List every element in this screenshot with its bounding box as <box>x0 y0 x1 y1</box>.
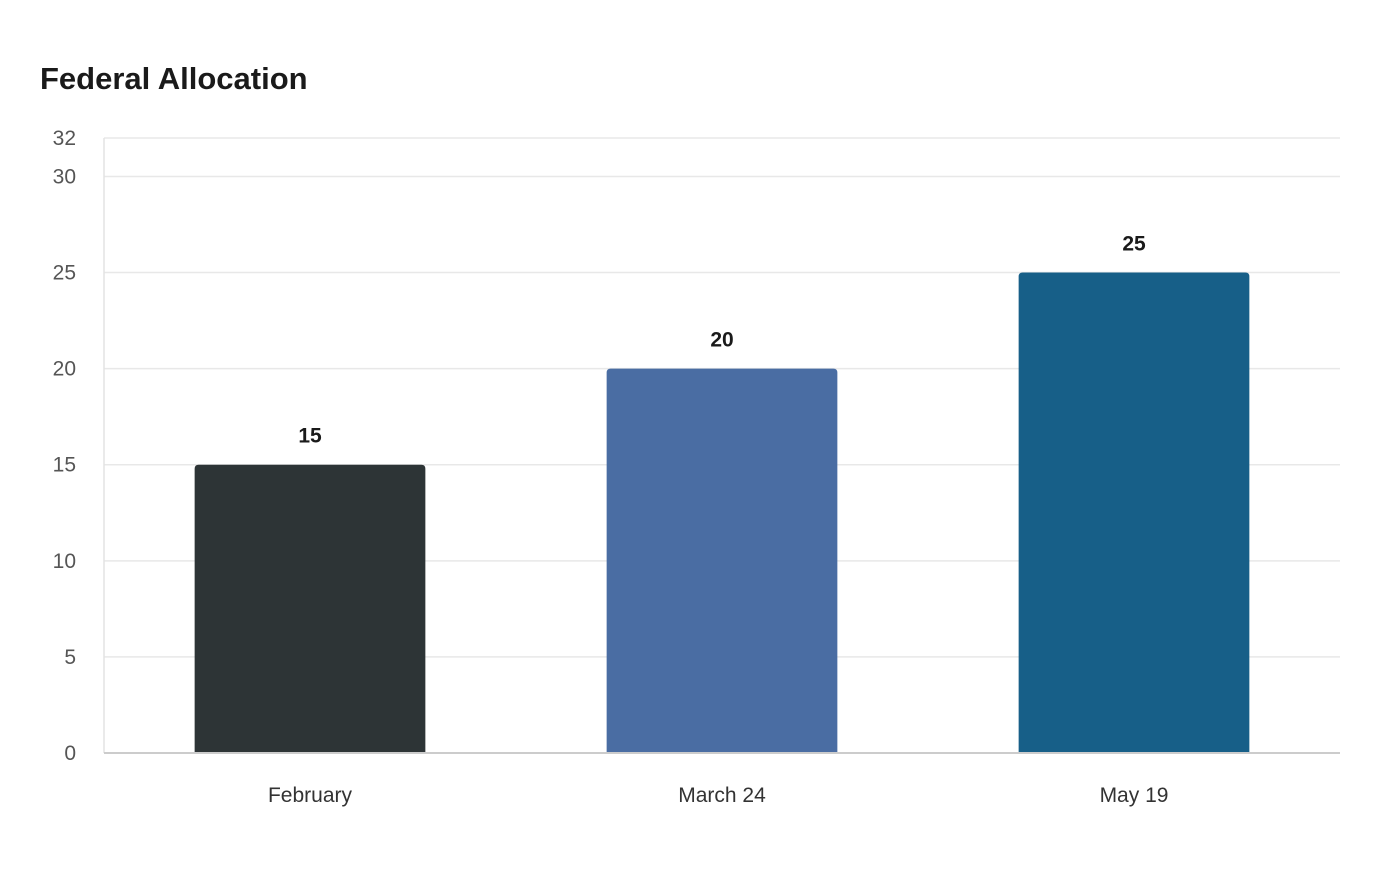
x-axis-categories: February March 24 May 19 <box>268 784 1168 807</box>
bar <box>194 464 426 753</box>
bar <box>1018 272 1250 753</box>
bar-value-label: 15 <box>298 425 322 448</box>
y-tick-label: 5 <box>64 646 76 669</box>
x-category-label: May 19 <box>1100 784 1169 807</box>
chart-title: Federal Allocation <box>40 61 308 96</box>
x-category-label: February <box>268 784 353 807</box>
y-tick-label: 15 <box>53 454 76 477</box>
y-tick-label: 20 <box>53 358 76 381</box>
bar-value-label: 25 <box>1122 233 1146 256</box>
bar-value-label: 20 <box>710 329 733 352</box>
y-tick-label: 0 <box>64 742 76 765</box>
y-tick-label: 32 <box>53 127 76 150</box>
y-axis-ticks: 0 5 10 15 20 25 30 32 <box>53 127 76 765</box>
y-tick-label: 10 <box>53 550 76 573</box>
data-labels: 15 20 25 <box>298 233 1146 448</box>
y-tick-label: 25 <box>53 262 76 285</box>
x-category-label: March 24 <box>678 784 766 807</box>
y-tick-label: 30 <box>53 165 76 188</box>
bars <box>194 272 1250 753</box>
bar <box>606 368 838 753</box>
